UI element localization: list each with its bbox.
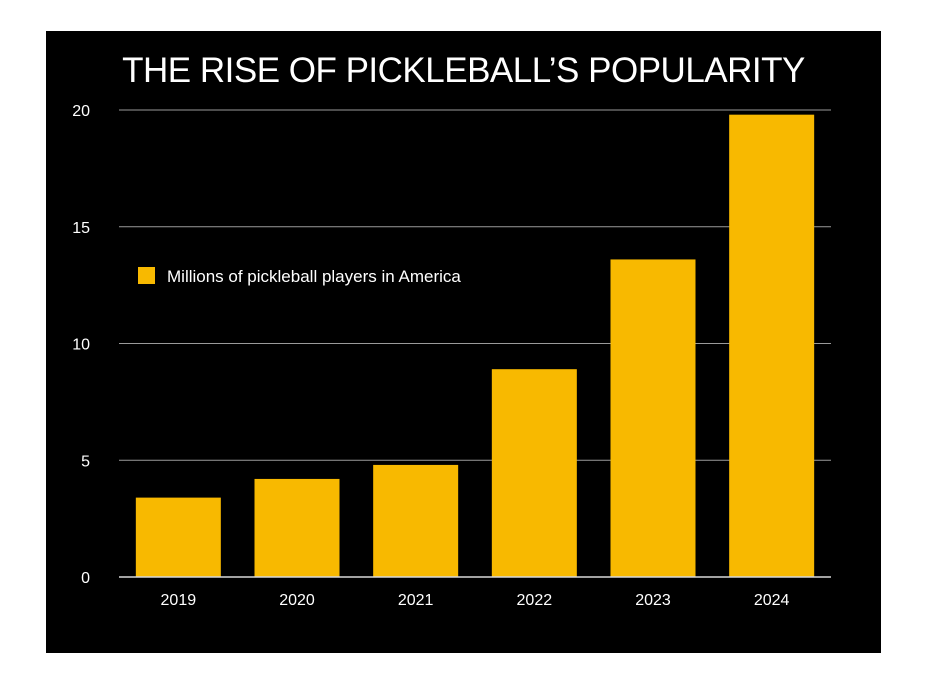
x-tick-label: 2022 <box>517 592 553 609</box>
chart-title: THE RISE OF PICKLEBALL’S POPULARITY <box>122 51 805 90</box>
bar-2020 <box>254 478 340 577</box>
x-tick-label: 2024 <box>754 592 790 609</box>
bar-2023 <box>610 259 696 577</box>
chart-panel: THE RISE OF PICKLEBALL’S POPULARITY 0 5 10… <box>46 31 881 653</box>
y-tick-label: 10 <box>72 337 90 354</box>
y-tick-label: 15 <box>72 220 90 237</box>
y-tick-label: 5 <box>81 453 90 470</box>
x-tick-label: 2019 <box>161 592 197 609</box>
y-tick-label: 0 <box>81 570 90 587</box>
bar-2022 <box>491 369 577 577</box>
x-tick-label: 2023 <box>635 592 671 609</box>
bar-chart: 0 5 10 15 20 2019 2020 2021 2022 2023 2024 Millions… <box>72 103 831 609</box>
bar-2021 <box>373 464 459 577</box>
bar-2019 <box>135 497 221 577</box>
legend-swatch <box>138 267 155 284</box>
y-tick-label: 20 <box>72 103 90 120</box>
bar-2024 <box>729 114 815 578</box>
x-tick-label: 2020 <box>279 592 315 609</box>
x-tick-label: 2021 <box>398 592 434 609</box>
legend-label: Millions of pickleball players in Americ… <box>167 267 461 286</box>
